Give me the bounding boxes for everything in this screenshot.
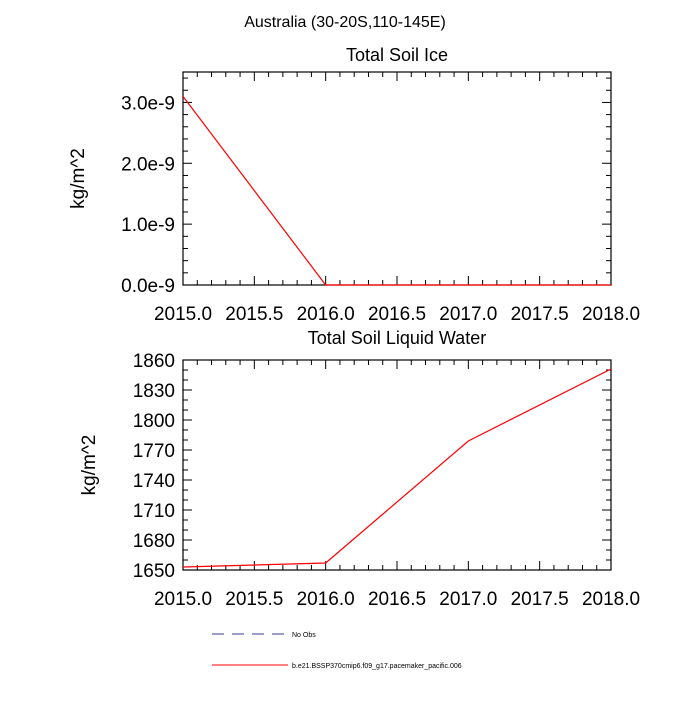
y-tick-label: 1860	[133, 351, 175, 372]
panel-total-soil-liquid-water: Total Soil Liquid Water kg/m^2 2015.0 2015.…	[79, 328, 640, 610]
y-tick-label: 2.0e-9	[121, 154, 175, 175]
plot-frame	[182, 71, 612, 286]
x-tick-label: 2015.5	[225, 589, 283, 610]
panel-title: Total Soil Liquid Water	[308, 328, 486, 348]
y-axis-label: kg/m^2	[79, 435, 100, 496]
x-tick-label: 2018.0	[582, 589, 640, 610]
y-tick-label: 1710	[133, 501, 175, 522]
x-tick-label: 2015.0	[154, 304, 212, 325]
legend: No Obs b.e21.BSSP370cmip6.f09_g17.pacemak…	[212, 632, 462, 670]
y-tick-label: 1740	[133, 471, 175, 492]
y-tick-label: 1830	[133, 381, 175, 402]
x-tick-label: 2017.5	[511, 589, 569, 610]
x-tick-label: 2017.5	[511, 304, 569, 325]
x-tick-label: 2016.0	[297, 304, 355, 325]
y-axis-label: kg/m^2	[68, 148, 89, 209]
x-tick-label: 2016.0	[297, 589, 355, 610]
y-tick-label: 1.0e-9	[121, 215, 175, 236]
y-tick-label: 0.0e-9	[121, 276, 175, 297]
y-tick-label: 1680	[133, 531, 175, 552]
x-tick-label: 2017.0	[439, 304, 497, 325]
y-tick-label: 1650	[133, 561, 175, 582]
x-tick-label: 2016.5	[368, 589, 426, 610]
figure-title: Australia (30-20S,110-145E)	[244, 14, 446, 31]
y-tick-label: 3.0e-9	[121, 93, 175, 114]
y-tick-label: 1770	[133, 441, 175, 462]
panel-total-soil-ice: Total Soil Ice kg/m^2 2015.0 2015.5 2016.0 20…	[68, 45, 640, 325]
x-tick-label: 2017.0	[439, 589, 497, 610]
series-line	[182, 368, 612, 568]
legend-label: No Obs	[292, 632, 316, 639]
y-tick-label: 1800	[133, 411, 175, 432]
plot-frame	[182, 359, 612, 571]
x-tick-label: 2016.5	[368, 304, 426, 325]
x-tick-label: 2018.0	[582, 304, 640, 325]
legend-label: b.e21.BSSP370cmip6.f09_g17.pacemaker_pac…	[292, 663, 462, 670]
x-tick-label: 2015.0	[154, 589, 212, 610]
series-line	[182, 95, 611, 286]
x-tick-label: 2015.5	[225, 304, 283, 325]
panel-title: Total Soil Ice	[346, 45, 448, 65]
